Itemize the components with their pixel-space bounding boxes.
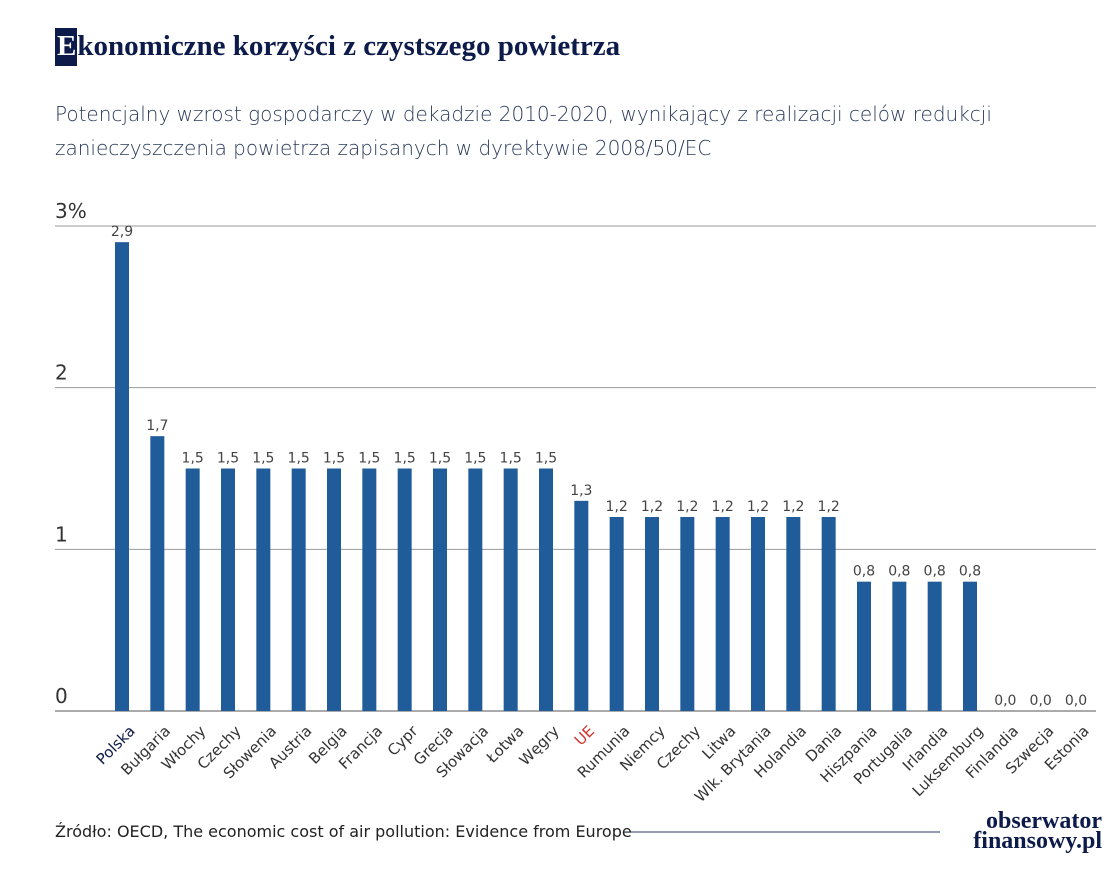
value-label: 1,5 xyxy=(500,451,522,467)
chart-title: Ekonomiczne korzyści z czystszego powiet… xyxy=(57,30,621,62)
bar xyxy=(609,517,624,711)
value-label: 1,7 xyxy=(146,418,168,434)
y-tick-label: 1 xyxy=(55,522,68,546)
value-label: 1,2 xyxy=(676,499,698,515)
value-label: 0,8 xyxy=(853,564,875,580)
source: Źródło: OECD, The economic cost of air p… xyxy=(55,822,632,841)
value-label: 1,5 xyxy=(288,451,310,467)
subtitle: Potencjalny wzrost gospodarczy w dekadzi… xyxy=(55,102,992,126)
x-tick-label: Węgry xyxy=(516,722,563,769)
value-label: 2,9 xyxy=(111,224,133,240)
bar xyxy=(786,517,801,711)
bar xyxy=(468,468,483,711)
value-label: 1,3 xyxy=(570,483,592,499)
bar xyxy=(362,468,377,711)
value-label: 1,5 xyxy=(394,451,416,467)
bar xyxy=(927,581,942,711)
value-label: 1,5 xyxy=(217,451,239,467)
bar xyxy=(327,468,341,711)
y-tick-label: 3% xyxy=(55,199,87,223)
logo: obserwator xyxy=(986,808,1102,834)
bar xyxy=(221,468,235,711)
bar xyxy=(680,517,695,711)
bar xyxy=(185,468,200,711)
value-label: 1,2 xyxy=(818,499,840,515)
value-label: 1,5 xyxy=(429,451,451,467)
bar xyxy=(963,581,977,711)
value-label: 1,2 xyxy=(782,499,804,515)
value-label: 1,5 xyxy=(464,451,486,467)
y-tick-label: 2 xyxy=(55,361,68,385)
y-tick-label: 0 xyxy=(55,684,68,708)
bar xyxy=(821,517,836,711)
value-label: 1,5 xyxy=(323,451,345,467)
bar xyxy=(645,517,659,711)
value-label: 0,8 xyxy=(924,564,946,580)
logo: finansowy.pl xyxy=(973,828,1102,854)
value-label: 1,5 xyxy=(182,451,204,467)
bar xyxy=(433,468,447,711)
bar xyxy=(751,517,765,711)
bar xyxy=(857,581,871,711)
value-label: 0,8 xyxy=(888,564,910,580)
bar xyxy=(539,468,553,711)
bar xyxy=(574,500,589,711)
value-label: 0,0 xyxy=(1065,693,1087,709)
value-label: 0,0 xyxy=(994,693,1016,709)
value-label: 1,5 xyxy=(358,451,380,467)
bar xyxy=(115,242,129,711)
x-tick-label: UE xyxy=(571,722,598,749)
value-label: 1,2 xyxy=(641,499,663,515)
bar xyxy=(150,436,165,711)
value-label: 1,2 xyxy=(747,499,769,515)
value-label: 1,5 xyxy=(535,451,557,467)
value-label: 1,2 xyxy=(712,499,734,515)
value-label: 0,8 xyxy=(959,564,981,580)
bar xyxy=(397,468,412,711)
bar xyxy=(503,468,518,711)
bar xyxy=(291,468,306,711)
bar xyxy=(256,468,271,711)
value-label: 1,5 xyxy=(252,451,274,467)
bar xyxy=(715,517,730,711)
value-label: 0,0 xyxy=(1030,693,1052,709)
subtitle: zanieczyszczenia powietrza zapisanych w … xyxy=(55,136,712,160)
value-label: 1,2 xyxy=(606,499,628,515)
bar xyxy=(892,581,907,711)
